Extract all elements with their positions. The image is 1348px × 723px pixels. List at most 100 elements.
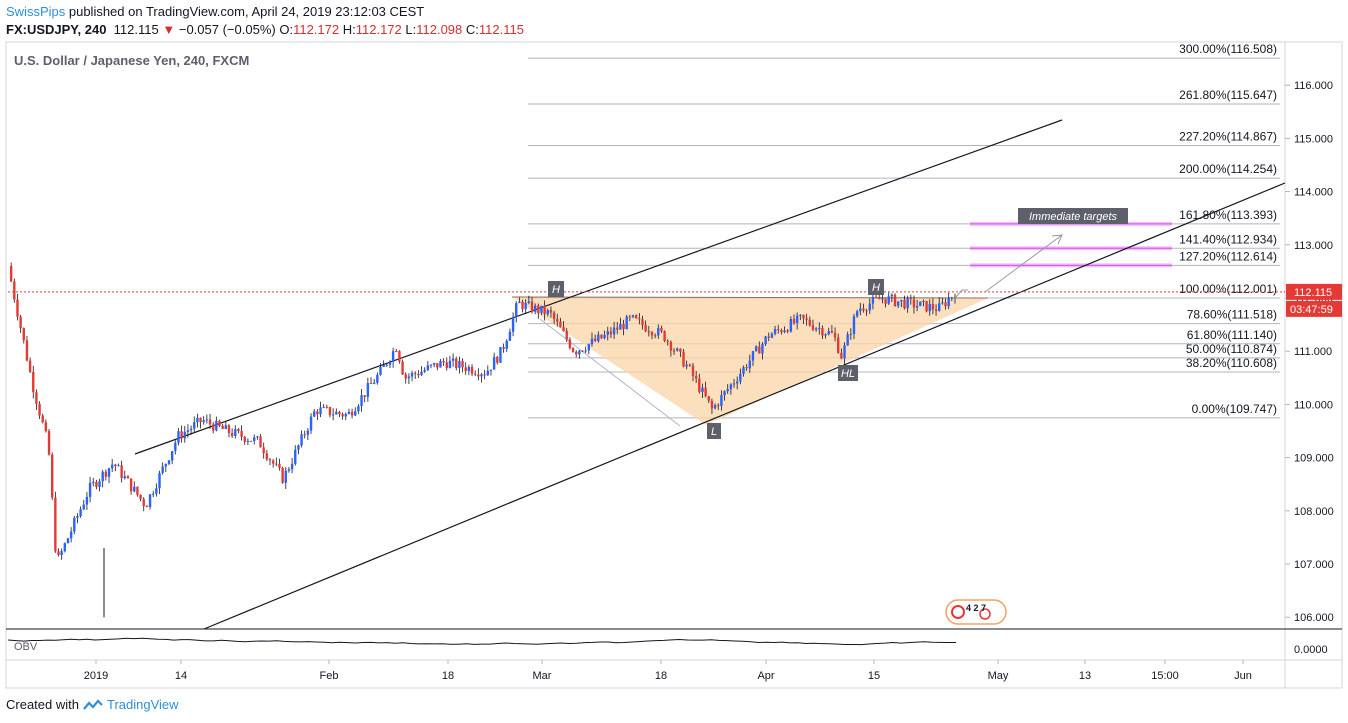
publisher-name[interactable]: SwissPips bbox=[6, 4, 66, 19]
candle-body bbox=[145, 506, 149, 508]
candle-body bbox=[884, 298, 887, 304]
candle-body bbox=[240, 431, 243, 437]
candle-body bbox=[322, 406, 325, 408]
candle-body bbox=[603, 334, 606, 339]
candle-body bbox=[922, 301, 925, 303]
candle-body bbox=[363, 395, 366, 397]
candle-body bbox=[205, 419, 209, 421]
fib-levels[interactable]: 300.00%(116.508) 261.80%(115.647) 227.20%(… bbox=[528, 42, 1280, 419]
candle-body bbox=[312, 411, 316, 417]
candle-body bbox=[587, 344, 591, 351]
candle-body bbox=[584, 350, 587, 352]
trend-channel[interactable] bbox=[134, 119, 1286, 630]
candle-body bbox=[849, 334, 853, 336]
candle-body bbox=[32, 371, 35, 393]
candle-body bbox=[893, 294, 897, 306]
svg-text:4 2 7: 4 2 7 bbox=[966, 603, 986, 613]
candle-body bbox=[281, 467, 284, 483]
x-tick-label: 2019 bbox=[84, 670, 108, 682]
candle-body bbox=[511, 316, 515, 332]
candle-body bbox=[136, 486, 139, 495]
annotation[interactable]: Immediate targets bbox=[954, 208, 1128, 299]
candle-body bbox=[808, 319, 811, 326]
candle-body bbox=[505, 340, 508, 349]
candle-body bbox=[881, 298, 884, 300]
candle-body bbox=[622, 324, 625, 330]
fib-label: 261.80%(115.647) bbox=[1179, 88, 1277, 102]
candle-body bbox=[420, 371, 423, 376]
candle-body bbox=[843, 345, 846, 359]
candle-body bbox=[717, 405, 720, 407]
fib-label: 161.80%(113.393) bbox=[1179, 208, 1277, 222]
candle-body bbox=[527, 301, 531, 303]
fib-label: 127.20%(112.614) bbox=[1179, 249, 1277, 263]
candle-body bbox=[802, 314, 805, 319]
created-with-text: Created with bbox=[6, 697, 79, 712]
candle-body bbox=[57, 551, 60, 556]
change-arrow-icon: ▼ bbox=[162, 22, 176, 37]
candle-body bbox=[562, 327, 565, 331]
candle-body bbox=[859, 308, 862, 312]
candle-body bbox=[287, 469, 291, 471]
candle-body bbox=[189, 428, 193, 431]
candle-body bbox=[183, 431, 186, 439]
candle-body bbox=[568, 339, 572, 349]
open-label: O: bbox=[279, 22, 294, 37]
candle-body bbox=[410, 372, 414, 377]
candle-body bbox=[92, 481, 95, 483]
candle-body bbox=[597, 334, 600, 342]
close-value: 112.115 bbox=[478, 22, 524, 37]
price-chart[interactable]: U.S. Dollar / Japanese Yen, 240, FXCM 30… bbox=[0, 40, 1348, 690]
publish-info: SwissPips published on TradingView.com, … bbox=[6, 4, 424, 20]
time-axis[interactable]: 2019 14 Feb 18 Mar 18 Apr 15 May 13 15:00 Jun bbox=[84, 660, 1252, 682]
candle-body bbox=[442, 361, 445, 363]
candle-body bbox=[243, 436, 246, 442]
price-axis[interactable]: 116.000115.000114.000113.000112.000111.0… bbox=[1285, 80, 1334, 656]
candle-body bbox=[25, 340, 29, 361]
tradingview-logo-icon bbox=[83, 699, 103, 710]
candle-body bbox=[275, 463, 278, 465]
candle-body bbox=[297, 445, 300, 450]
candle-body bbox=[840, 352, 843, 359]
candle-body bbox=[177, 431, 180, 443]
change-text: −0.057 (−0.05%) bbox=[178, 22, 276, 37]
y-tick-label: 115.000 bbox=[1294, 133, 1333, 145]
candle-body bbox=[341, 414, 344, 417]
candle-body bbox=[729, 384, 733, 390]
candle-body bbox=[300, 434, 303, 446]
footer: Created with TradingView bbox=[6, 697, 179, 713]
candle-body bbox=[931, 303, 935, 310]
candle-body bbox=[294, 449, 297, 464]
candle-body bbox=[805, 318, 808, 320]
candle-body bbox=[360, 395, 363, 407]
candle-body bbox=[347, 411, 351, 414]
candle-body bbox=[218, 420, 221, 426]
candle-body bbox=[448, 360, 452, 368]
pattern-label-bg bbox=[838, 365, 858, 381]
publish-text: published on TradingView.com, April 24, … bbox=[65, 4, 425, 19]
candle-body bbox=[761, 343, 764, 354]
candle-body bbox=[174, 442, 177, 452]
candle-body bbox=[868, 303, 871, 311]
price-badge: 112.115 bbox=[1294, 287, 1332, 299]
candle-body bbox=[439, 361, 442, 368]
candle-body bbox=[385, 364, 388, 366]
candle-body bbox=[679, 348, 682, 352]
candle-body bbox=[578, 350, 581, 355]
candle-body bbox=[723, 391, 726, 396]
high-label: H: bbox=[342, 22, 356, 37]
candle-body bbox=[98, 481, 101, 487]
y-tick-label: 116.000 bbox=[1294, 80, 1333, 92]
candle-body bbox=[846, 334, 849, 346]
candle-body bbox=[47, 431, 51, 455]
candle-body bbox=[208, 419, 212, 425]
candle-body bbox=[196, 417, 199, 423]
candle-body bbox=[139, 494, 142, 500]
candle-body bbox=[155, 488, 158, 494]
candle-body bbox=[896, 301, 900, 306]
candle-body bbox=[335, 411, 338, 415]
x-tick-label: Feb bbox=[320, 670, 339, 682]
tradingview-brand[interactable]: TradingView bbox=[106, 697, 179, 712]
x-tick-label: Apr bbox=[757, 670, 774, 682]
